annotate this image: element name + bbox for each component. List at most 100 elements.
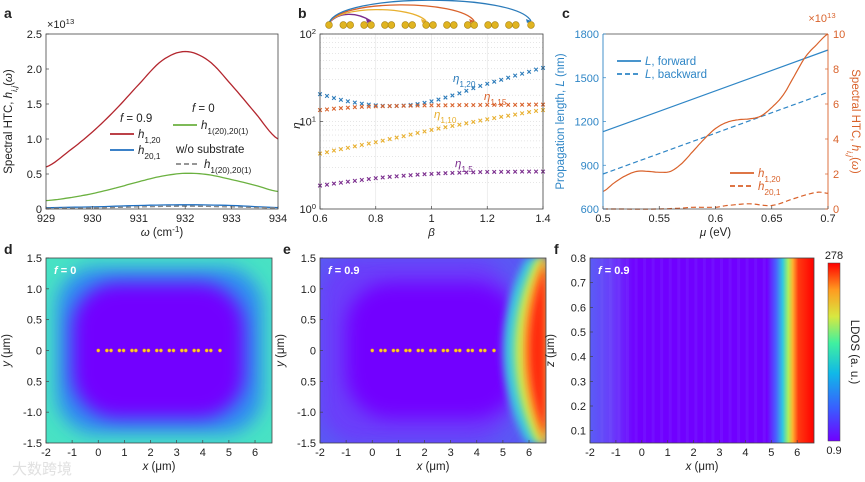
legend-label-3: h1(20),20(1) — [204, 159, 252, 175]
x-tick-label: 5 — [500, 447, 506, 459]
x-tick-label: 6 — [526, 447, 532, 459]
data-marker-1 — [331, 106, 337, 111]
nanoparticle — [464, 21, 472, 29]
label-part: 1(20),20(1) — [207, 127, 248, 136]
x-tick-label: 2 — [421, 447, 427, 459]
map-annotation: f = 0 — [54, 265, 76, 277]
nanoparticle — [401, 21, 409, 29]
nanoparticle-marker — [121, 348, 126, 353]
data-marker-2 — [457, 122, 462, 127]
data-marker-1 — [457, 102, 462, 108]
data-marker-3 — [331, 181, 337, 186]
coupling-arrow-3 — [328, 0, 532, 24]
label-part: f — [192, 103, 198, 115]
x-tick-label: 1 — [395, 447, 401, 459]
label-part: Spectral HTC, — [849, 69, 861, 144]
interference-stripe — [600, 258, 604, 443]
label-part: β — [427, 227, 435, 239]
y-tick-label: 6 — [833, 99, 839, 111]
data-marker-1 — [387, 103, 392, 109]
label-part: η — [434, 109, 440, 121]
x-tick-label: 929 — [37, 213, 55, 225]
legend-label-3: h20,1 — [758, 181, 781, 197]
data-marker-0 — [464, 88, 469, 93]
label-part: L — [645, 69, 651, 81]
x-axis-label: ω (cm-1) — [141, 225, 184, 240]
x-axis-label: μ (eV) — [699, 227, 731, 239]
data-marker-3 — [526, 169, 532, 174]
data-marker-3 — [485, 169, 490, 175]
data-marker-3 — [498, 169, 504, 175]
nanoparticle — [491, 21, 499, 29]
exponent: 1 — [312, 114, 316, 123]
nanoparticle-marker — [470, 348, 475, 353]
data-marker-1 — [464, 102, 469, 108]
nanoparticle-marker — [395, 348, 400, 353]
nanoparticle-marker — [370, 348, 375, 353]
data-marker-1 — [533, 102, 539, 107]
data-marker-3 — [415, 172, 420, 177]
nanoparticle-marker — [192, 348, 197, 353]
label-part: (nm) — [555, 53, 567, 80]
label-part: 1,15 — [490, 98, 506, 107]
data-marker-2 — [359, 142, 365, 148]
nanoparticle-marker — [478, 348, 483, 353]
label-part: f — [598, 265, 605, 277]
series-line-2 — [602, 33, 829, 193]
base: ×10 — [808, 13, 827, 25]
nanoparticle — [346, 21, 354, 29]
label-part: h — [138, 145, 144, 157]
data-marker-1 — [380, 104, 385, 109]
data-marker-1 — [526, 102, 532, 107]
label-part: x — [416, 461, 424, 473]
data-marker-3 — [443, 170, 448, 176]
nanoparticle-marker — [208, 348, 213, 353]
series-line-1 — [602, 91, 829, 175]
data-marker-0 — [512, 73, 518, 78]
nanoparticle-marker — [482, 348, 487, 353]
y-tick-label: 1500 — [575, 73, 599, 85]
data-marker-3 — [394, 174, 399, 179]
nanoparticle-marker — [133, 348, 138, 353]
data-marker-3 — [359, 177, 365, 183]
x-tick-label: 3 — [448, 447, 454, 459]
y-axis-label: y (μm) — [1, 334, 13, 368]
y-tick-label: -1.5 — [23, 438, 42, 450]
x-tick-label: 0.6 — [312, 213, 327, 225]
data-marker-2 — [512, 112, 518, 117]
y-multiplier-label: ×1013 — [47, 17, 74, 32]
y-right-axis-label: Spectral HTC, hi,j(ω) — [846, 69, 862, 174]
panel-f-ldos-map: -2 -1 0 1 2 3 4 5 6 x (μm) 0.8 0.7 0.6 0.5 0.4 0.3 0.2 0.… — [545, 250, 860, 473]
x-tick-label: 0.65 — [761, 213, 782, 225]
nanoparticle — [429, 21, 437, 29]
data-marker-1 — [498, 102, 504, 108]
series-annotation-1: η1,15 — [484, 91, 507, 107]
data-marker-2 — [422, 129, 427, 134]
data-marker-3 — [373, 175, 378, 181]
nanoparticle-marker — [453, 348, 458, 353]
y-tick-label: 600 — [581, 204, 599, 216]
data-marker-2 — [471, 119, 476, 125]
y-tick-label: 1.0 — [301, 284, 316, 296]
label-part: = 0 — [198, 103, 214, 115]
interference-stripe — [711, 258, 715, 443]
arrow-head-icon — [469, 19, 475, 23]
label-part: 1,10 — [440, 116, 456, 125]
nanoparticle — [422, 21, 430, 29]
data-marker-3 — [450, 170, 455, 176]
x-tick-label: 3 — [716, 447, 722, 459]
nanoparticle-marker — [218, 348, 222, 353]
y-tick-label: 0.7 — [571, 278, 586, 290]
label-part: (μm) — [1, 334, 13, 361]
label-part: η — [291, 122, 303, 128]
x-tick-label: 3 — [174, 447, 180, 459]
interference-stripe — [685, 258, 689, 443]
map-annotation: f = 0.9 — [598, 265, 630, 277]
nanoparticle — [387, 21, 396, 29]
label-part: ( — [849, 157, 861, 161]
data-marker-3 — [366, 176, 371, 182]
heatmap-image — [320, 258, 546, 443]
x-tick-label: 0 — [369, 447, 375, 459]
label-part: ) — [179, 227, 183, 239]
coupling-arrow-1 — [328, 9, 427, 24]
